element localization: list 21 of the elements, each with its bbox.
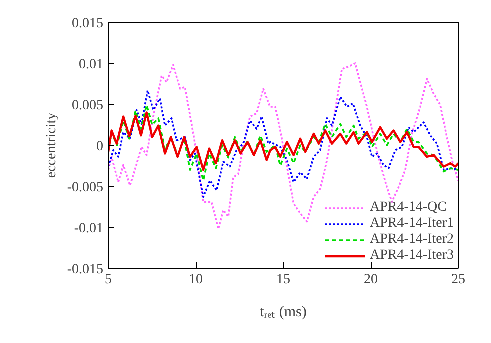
legend-label: APR4-14-Iter3	[370, 248, 454, 264]
y-axis-title: eccentricity	[44, 112, 60, 178]
legend-label: APR4-14-Iter2	[370, 232, 454, 248]
x-tick-label: 5	[105, 272, 112, 288]
y-tick-label: 0.005	[72, 98, 104, 114]
line-series	[108, 90, 458, 198]
x-axis-title: tᵣₑₜ (ms)	[260, 304, 307, 320]
x-tick-label: 15	[276, 272, 290, 288]
y-tick-label: 0	[96, 140, 104, 154]
y-tick-label: 0.015	[72, 16, 104, 32]
line-series	[108, 112, 458, 172]
y-tick-label: -0.005	[67, 180, 104, 196]
x-tick-label: 20	[364, 272, 378, 288]
legend-label: APR4-14-QC	[370, 200, 448, 216]
legend-label: APR4-14-Iter1	[370, 216, 454, 232]
x-tick-label: 25	[452, 272, 466, 288]
y-tick-label: -0.01	[74, 222, 104, 236]
x-tick-label: 10	[189, 272, 203, 288]
line-series	[108, 62, 458, 230]
y-tick-label: -0.015	[67, 262, 104, 278]
y-tick-label: 0.01	[79, 58, 104, 72]
